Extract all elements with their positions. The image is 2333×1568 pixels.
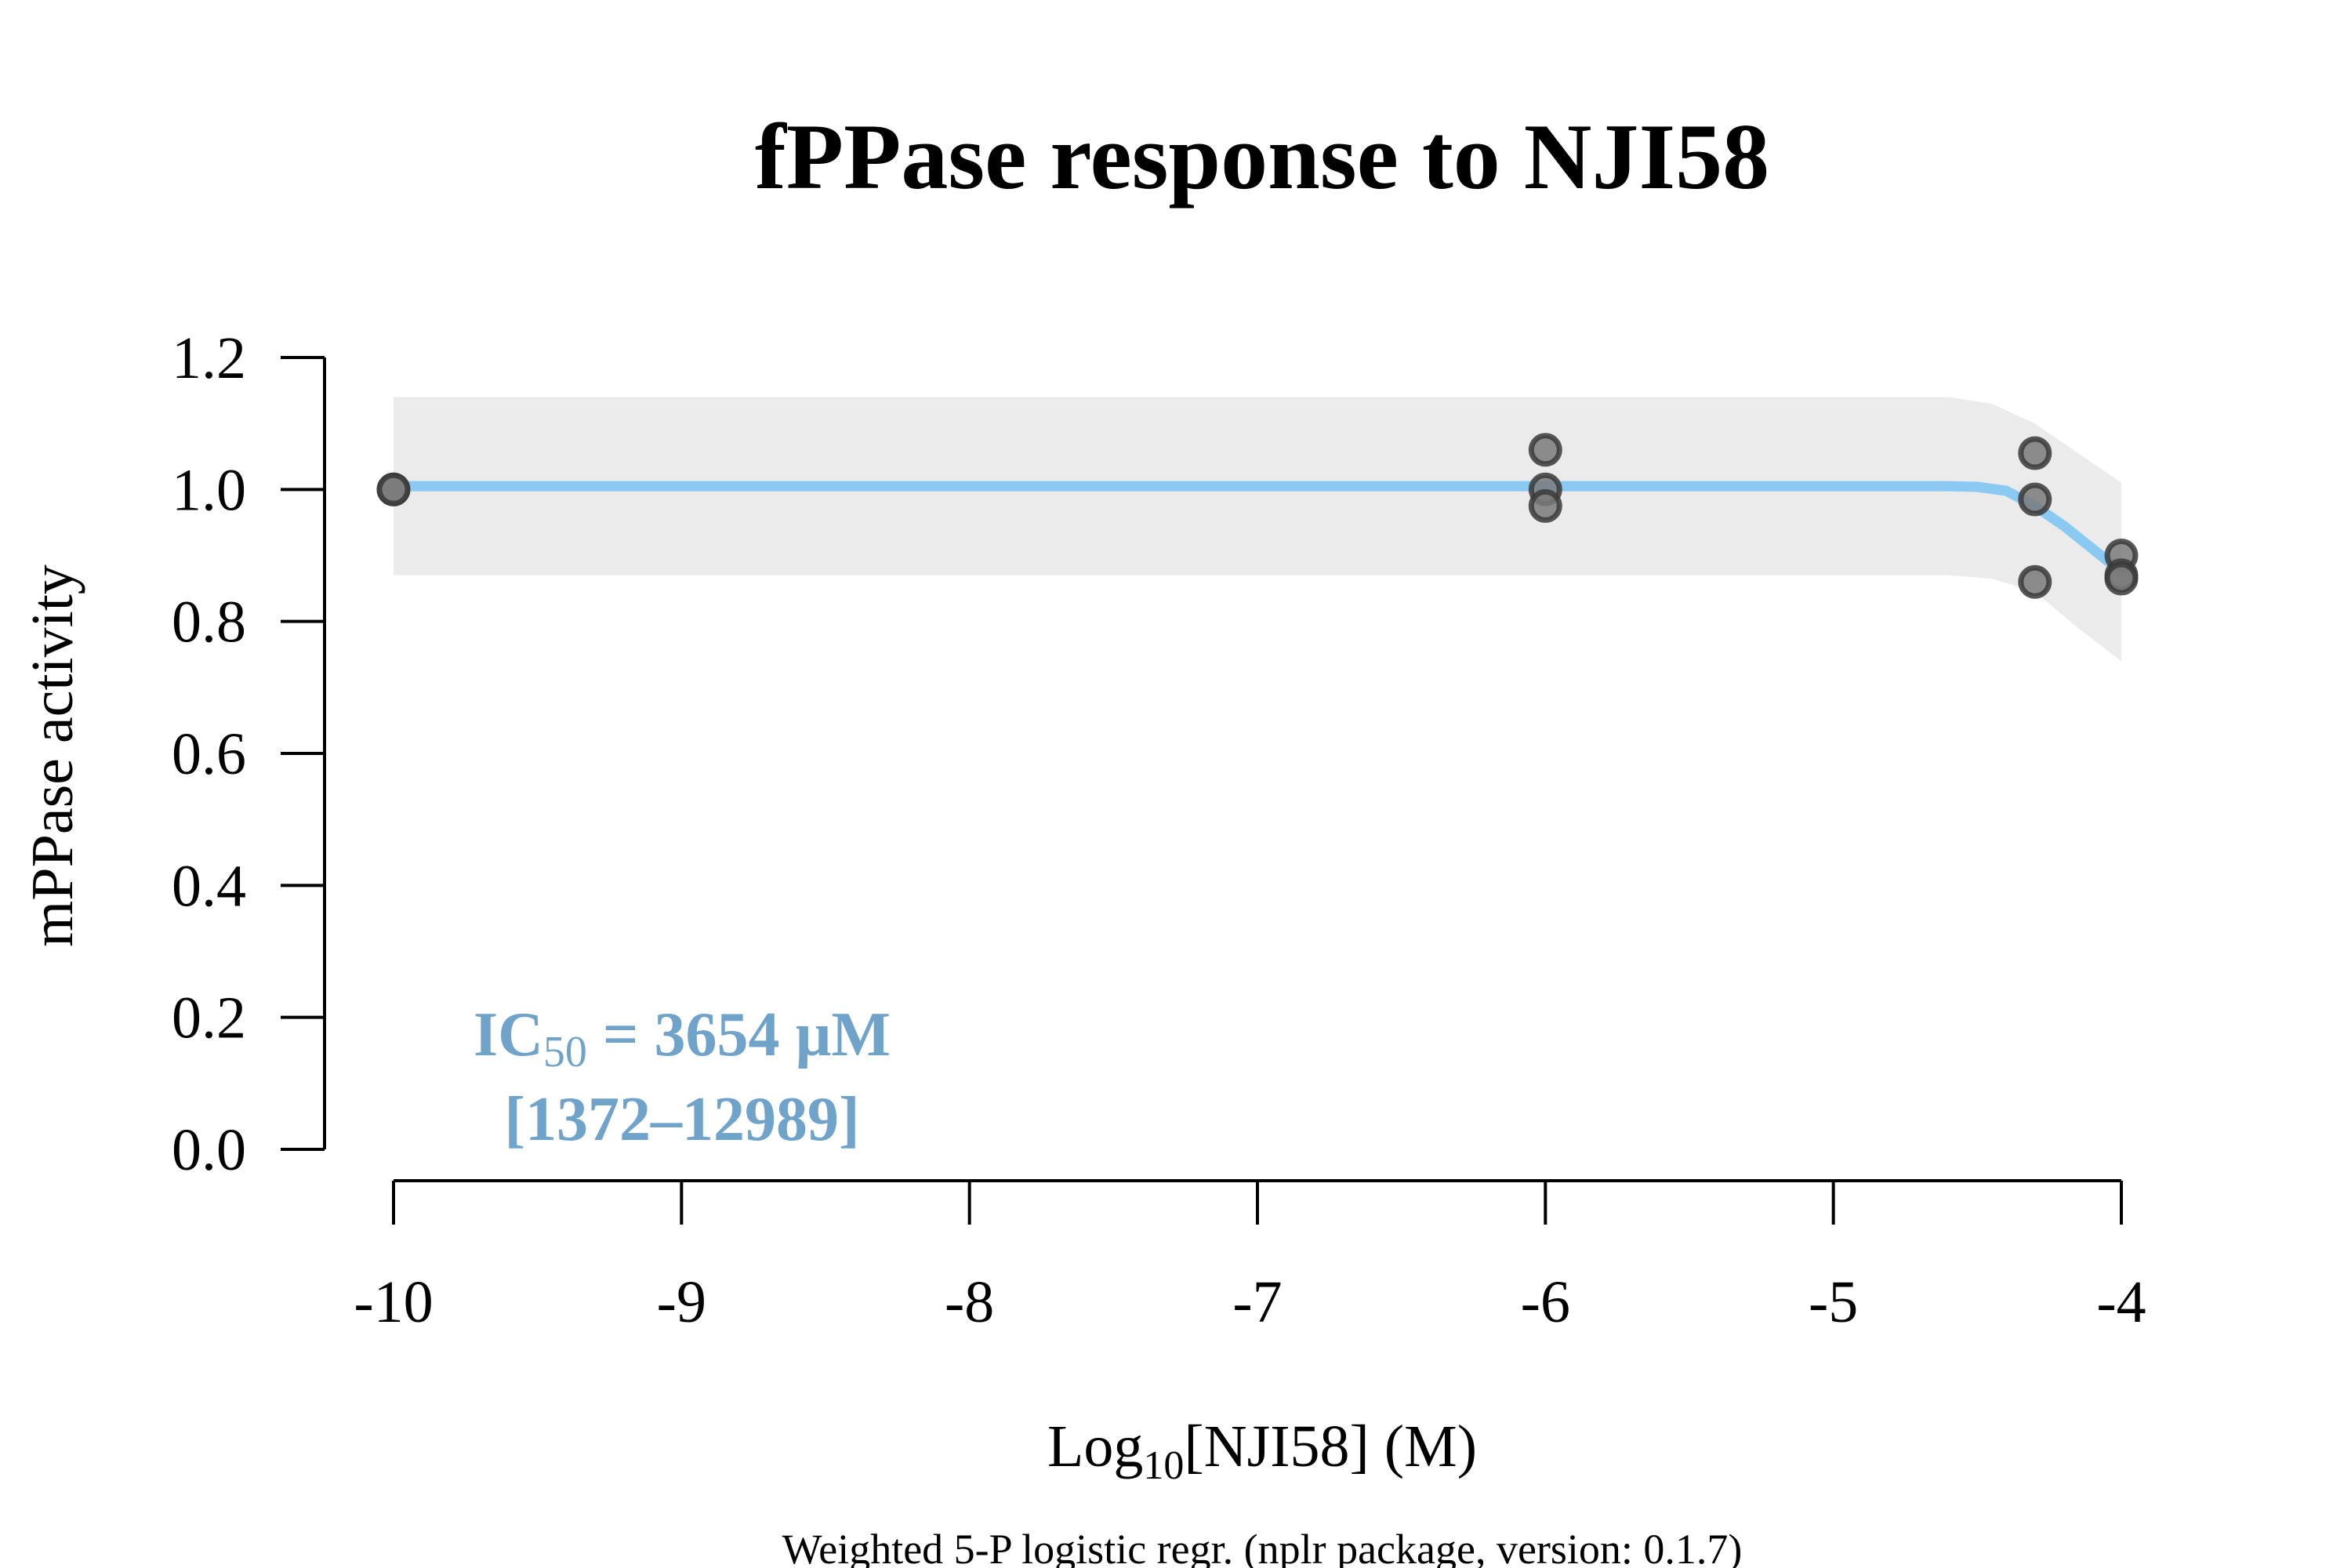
confidence-band — [394, 397, 2121, 662]
footnote: Weighted 5-P logistic regr. (nplr packag… — [782, 1526, 1743, 1568]
x-axis-label-prefix: Log — [1047, 1414, 1143, 1479]
fit-curve-layer — [388, 481, 2127, 577]
ic50-prefix: IC — [473, 1000, 543, 1069]
ic50-subscript: 50 — [543, 1028, 587, 1076]
data-point-3 — [1528, 433, 1562, 467]
y-axis-label: mPPase activity — [20, 564, 85, 947]
data-point-11 — [2104, 561, 2139, 596]
x-tick-label-5: -5 — [1809, 1269, 1858, 1335]
data-point-8 — [2018, 564, 2052, 599]
data-point-6 — [2018, 436, 2052, 470]
y-tick-label-1: 0.2 — [172, 985, 246, 1051]
axes-layer: 0.0 0.2 0.4 0.6 0.8 1.0 1.2 -10 -9 -8 -7 -6 -5 -4 — [172, 325, 2146, 1335]
ic50-annotation: IC50 = 3654 µM — [473, 1000, 891, 1076]
x-tick-label-4: -6 — [1521, 1269, 1570, 1335]
ic50-value: = 3654 µM — [587, 1000, 891, 1069]
data-point-2 — [376, 472, 411, 506]
y-tick-label-2: 0.4 — [172, 853, 246, 919]
y-tick-label-6: 1.2 — [172, 325, 246, 391]
chart-title: fPPase response to NJI58 — [755, 104, 1769, 209]
x-tick-label-0: -10 — [354, 1269, 433, 1335]
y-tick-label-4: 0.8 — [172, 590, 246, 655]
x-tick-label-3: -7 — [1232, 1269, 1282, 1335]
data-points-layer — [376, 433, 2139, 599]
y-tick-label-0: 0.0 — [172, 1117, 246, 1183]
confidence-band-layer — [394, 397, 2121, 662]
data-point-5 — [1528, 488, 1562, 523]
x-tick-label-2: -8 — [945, 1269, 994, 1335]
x-tick-label-1: -9 — [657, 1269, 706, 1335]
x-axis-label-suffix: [NJI58] (M) — [1184, 1414, 1477, 1479]
x-axis-label-subscript: 10 — [1143, 1443, 1184, 1488]
fit-curve — [388, 481, 2127, 577]
ic50-interval: [1372–12989] — [504, 1085, 859, 1154]
x-axis-label: Log10[NJI58] (M) — [1047, 1414, 1477, 1488]
x-tick-label-6: -4 — [2096, 1269, 2146, 1335]
y-tick-label-3: 0.6 — [172, 721, 246, 787]
y-tick-label-5: 1.0 — [172, 457, 246, 523]
data-point-7 — [2018, 482, 2052, 517]
